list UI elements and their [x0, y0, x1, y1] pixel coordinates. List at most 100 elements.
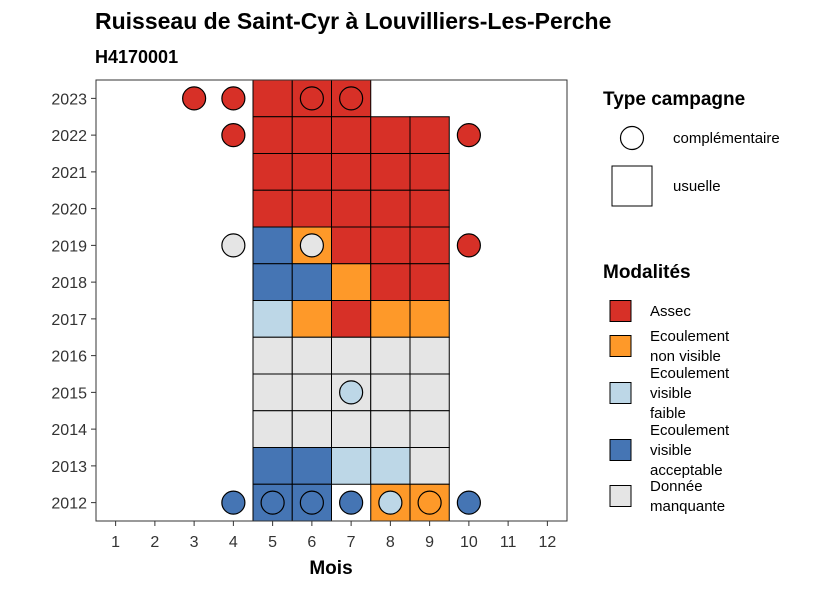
tile-2022-8	[370, 116, 411, 154]
legend-circle-icon	[619, 125, 645, 151]
legend-key-ecvf	[609, 382, 632, 404]
point-2012-9	[417, 490, 442, 515]
tile-2015-6	[291, 373, 332, 412]
tile-2019-9	[409, 226, 450, 265]
tile-2018-7	[331, 263, 372, 301]
tile-2021-9	[409, 153, 450, 191]
tile-2020-6	[291, 189, 332, 228]
legend-square-icon	[611, 165, 653, 207]
tile-2013-5	[252, 447, 293, 485]
tile-2021-5	[252, 153, 293, 191]
point-2012-7	[339, 490, 364, 515]
y-tick-label: 2020	[51, 202, 87, 219]
y-tick-label: 2015	[51, 385, 87, 402]
legend-key-ecnv	[609, 335, 632, 357]
point-2019-10	[456, 233, 481, 258]
legend-key-dm	[609, 485, 632, 507]
tile-2015-9	[409, 373, 450, 412]
x-tick-label: 4	[229, 534, 238, 551]
legend-label-dm: manquante	[650, 498, 725, 515]
point-2012-10	[456, 490, 481, 515]
y-tick-label: 2022	[51, 128, 87, 145]
tile-2016-5	[252, 336, 293, 375]
x-axis-title: Mois	[309, 558, 352, 579]
x-tick-label: 9	[425, 534, 434, 551]
tile-2022-7	[331, 116, 372, 154]
tile-2016-7	[331, 336, 372, 375]
point-2023-3	[182, 86, 207, 111]
y-tick-label: 2013	[51, 459, 87, 476]
tile-2013-9	[409, 447, 450, 485]
point-2022-4	[221, 123, 246, 148]
legend-label-ecnv: non visible	[650, 348, 721, 365]
tile-2021-8	[370, 153, 411, 191]
y-tick-label: 2019	[51, 238, 87, 255]
tile-2017-7	[331, 300, 372, 338]
tile-2022-6	[291, 116, 332, 154]
x-axis: 1 2 3 4 5 6 7 8 9 10 11 12	[111, 521, 556, 551]
tile-2023-5	[252, 79, 293, 118]
tile-2017-6	[291, 300, 332, 338]
tile-2020-8	[370, 189, 411, 228]
tile-2019-5	[252, 226, 293, 265]
tile-2021-7	[331, 153, 372, 191]
point-2023-7	[339, 86, 364, 111]
legend-label-ecva: visible	[650, 442, 692, 459]
legend-label-ecva: acceptable	[650, 462, 723, 479]
tile-2013-6	[291, 447, 332, 485]
tile-2014-5	[252, 410, 293, 448]
legend-label-ecnv: Ecoulement	[650, 328, 730, 345]
x-tick-label: 10	[460, 534, 478, 551]
tile-2022-5	[252, 116, 293, 154]
chart-subtitle: H4170001	[95, 47, 178, 67]
point-2012-4	[221, 490, 246, 515]
y-tick-label: 2018	[51, 275, 87, 292]
legend-key-assec	[609, 300, 632, 322]
tile-2013-8	[370, 447, 411, 485]
tile-2014-7	[331, 410, 372, 448]
tile-2015-8	[370, 373, 411, 412]
tile-2016-9	[409, 336, 450, 375]
tile-2015-5	[252, 373, 293, 412]
tile-2016-6	[291, 336, 332, 375]
points-layer	[182, 86, 481, 515]
point-2022-10	[456, 123, 481, 148]
y-tick-label: 2012	[51, 496, 87, 513]
point-2023-4	[221, 86, 246, 111]
tile-2016-8	[370, 336, 411, 375]
y-axis: 2012 2013 2014 2015 2016 2017 2018 2019 2020 2021…	[51, 91, 96, 513]
legend-label-assec: Assec	[650, 303, 691, 320]
y-tick-label: 2014	[51, 422, 87, 439]
tile-2018-6	[291, 263, 332, 301]
x-tick-label: 6	[307, 534, 316, 551]
legend-label-ecva: Ecoulement	[650, 422, 730, 439]
legend-label-ecvf: Ecoulement	[650, 365, 730, 382]
point-2012-6	[299, 490, 324, 515]
point-2012-8	[378, 490, 403, 515]
tile-2020-7	[331, 189, 372, 228]
point-2015-7	[339, 380, 364, 405]
panel-frame	[95, 79, 568, 522]
chart-title: Ruisseau de Saint-Cyr à Louvilliers-Les-…	[95, 8, 611, 34]
y-tick-label: 2017	[51, 312, 87, 329]
tile-2022-9	[409, 116, 450, 154]
tile-2018-9	[409, 263, 450, 301]
point-2019-4	[221, 233, 246, 258]
legend-type-campagne: Type campagne complémentaire usuelle	[603, 89, 780, 207]
x-tick-label: 12	[538, 534, 556, 551]
tile-2020-5	[252, 189, 293, 228]
tile-2018-8	[370, 263, 411, 301]
x-tick-label: 3	[190, 534, 199, 551]
tile-2017-8	[370, 300, 411, 338]
legend-label-ecvf: visible	[650, 385, 692, 402]
point-2023-6	[299, 86, 324, 111]
legend-label-dm: Donnée	[650, 478, 703, 495]
x-tick-label: 5	[268, 534, 277, 551]
tile-2018-5	[252, 263, 293, 301]
tile-2019-8	[370, 226, 411, 265]
tile-2021-6	[291, 153, 332, 191]
panel-border	[95, 79, 568, 522]
x-tick-label: 11	[500, 534, 517, 551]
legend-type-label: usuelle	[673, 178, 721, 195]
